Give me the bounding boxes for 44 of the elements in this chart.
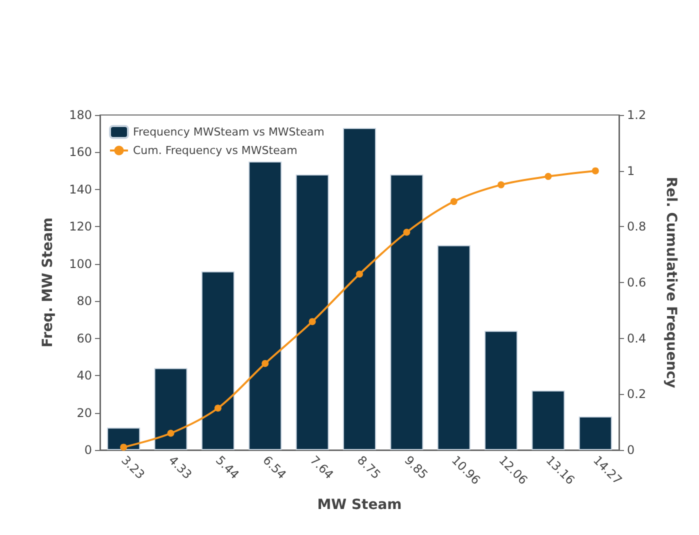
bar: [342, 128, 376, 450]
y2-tick-label: 0.4: [627, 331, 646, 346]
y-tick-label: 80: [76, 294, 92, 308]
bar: [296, 174, 329, 450]
y2-tick-label: 1: [627, 164, 635, 178]
point: [308, 318, 316, 326]
point: [544, 172, 552, 180]
y-tick-label: 100: [69, 256, 92, 271]
y-axis-title: Freq. MW Steam: [40, 218, 56, 348]
y2-tick-label: 1.2: [627, 108, 646, 122]
bar: [248, 162, 282, 450]
point: [120, 444, 128, 451]
point: [403, 228, 410, 236]
y-tick-label: 160: [69, 145, 92, 160]
y-tick-label: 120: [69, 220, 92, 234]
bar: [154, 368, 188, 450]
y2-tick-label: 0.2: [627, 387, 646, 402]
y-tick-label: 20: [76, 406, 92, 420]
point: [450, 198, 458, 206]
y2-tick-label: 0: [627, 443, 635, 457]
legend-label: Frequency MWSteam vs MWSteam: [133, 126, 324, 138]
y-tick-label: 140: [69, 182, 92, 196]
bar: [201, 271, 234, 450]
y2-tick-label: 0.6: [627, 276, 646, 290]
bar: [578, 416, 612, 450]
point: [262, 360, 269, 367]
point: [167, 430, 174, 437]
y-tick-label: 40: [76, 368, 92, 383]
bar: [107, 428, 140, 450]
bar: [390, 174, 424, 450]
point: [592, 167, 599, 174]
y-tick-label: 180: [69, 108, 92, 122]
bar: [437, 245, 470, 450]
bar: [484, 330, 518, 450]
bar: [532, 390, 565, 450]
x-axis-title: MW Steam: [317, 497, 402, 513]
y-tick-label: 0: [84, 443, 92, 457]
point: [498, 181, 505, 188]
legend-label: Cum. Frequency vs MWSteam: [133, 144, 298, 157]
y2-axis-title: Rel. Cumulative Frequency: [663, 176, 679, 388]
y-tick-label: 60: [76, 331, 92, 346]
point: [356, 270, 363, 278]
point: [214, 404, 222, 412]
y2-tick-label: 0.8: [627, 220, 646, 234]
